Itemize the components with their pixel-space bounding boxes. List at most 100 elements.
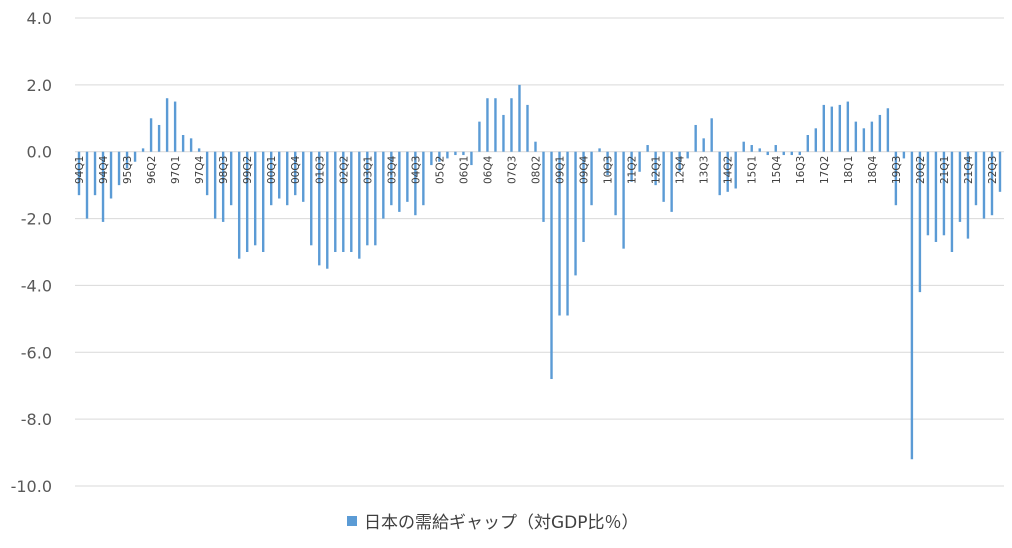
bar-19Q3 [894, 151, 898, 206]
x-tick-label: 22Q3 [987, 156, 999, 184]
bar-01Q3 [318, 151, 321, 266]
bar-11Q2 [630, 151, 633, 182]
bar-22Q2 [982, 151, 986, 219]
bar-06Q1 [462, 151, 465, 156]
x-tick-label: 97Q1 [170, 156, 182, 184]
bar-10Q3 [606, 151, 609, 176]
x-tick-label: 10Q3 [603, 156, 615, 184]
y-tick-label: -8.0 [21, 410, 52, 429]
x-tick-label: 19Q3 [891, 156, 903, 184]
bar-95Q1 [109, 151, 113, 199]
y-tick-label: 0.0 [27, 143, 52, 162]
bar-17Q4 [838, 104, 842, 152]
bar-16Q3 [798, 151, 801, 156]
bar-03Q4 [390, 151, 393, 206]
bar-95Q3 [125, 151, 129, 169]
x-tick-label: 95Q3 [122, 156, 134, 184]
y-tick-label: 2.0 [27, 76, 52, 95]
bar-13Q2 [694, 124, 697, 152]
bar-97Q3 [189, 138, 193, 152]
bar-05Q2 [438, 151, 441, 162]
bar-11Q3 [638, 151, 641, 172]
x-tick-label: 18Q4 [867, 155, 879, 184]
bar-14Q1 [718, 151, 721, 196]
bar-series [77, 84, 1002, 460]
bar-97Q2 [181, 135, 185, 152]
x-tick-label: 09Q4 [579, 155, 591, 184]
x-tick-label: 03Q4 [386, 155, 398, 184]
bar-04Q1 [398, 151, 401, 212]
x-tick-label: 99Q2 [242, 156, 254, 184]
bar-10Q4 [614, 151, 617, 216]
bar-99Q3 [253, 151, 257, 246]
legend: 日本の需給ギャップ（対GDP比％） [347, 513, 639, 533]
x-tick-label: 12Q1 [651, 156, 663, 184]
bar-96Q2 [149, 118, 153, 152]
x-tick-label: 00Q4 [290, 155, 302, 184]
x-tick-label: 17Q2 [819, 156, 831, 184]
bar-95Q4 [133, 151, 137, 162]
bar-21Q3 [958, 151, 962, 222]
x-tick-label: 18Q1 [843, 156, 855, 184]
x-tick-label: 98Q3 [218, 156, 230, 184]
x-tick-label: 14Q2 [723, 156, 735, 184]
bar-07Q1 [494, 98, 497, 152]
bar-21Q4 [966, 151, 970, 239]
bar-02Q3 [350, 151, 353, 252]
bar-07Q2 [502, 114, 505, 152]
x-tick-label: 15Q1 [747, 156, 759, 184]
x-axis-tick-labels: 94Q1 94Q4 95Q3 96Q2 97Q1 97Q4 98Q3 99Q2 00Q1 00Q4… [74, 155, 999, 184]
bar-06Q4 [486, 98, 489, 152]
bar-11Q4 [646, 145, 649, 152]
bar-21Q2 [950, 151, 954, 252]
x-tick-label: 06Q4 [482, 155, 494, 184]
bar-00Q1 [270, 151, 273, 206]
x-tick-label: 08Q2 [531, 156, 543, 184]
bar-97Q1 [173, 101, 177, 152]
bar-15Q1 [750, 145, 753, 152]
y-axis-tick-labels: 4.0 2.0 0.0 -2.0 -4.0 -6.0 -8.0 -10.0 [11, 9, 52, 496]
bar-00Q2 [278, 151, 281, 199]
bar-17Q3 [830, 106, 834, 152]
legend-label: 日本の需給ギャップ（対GDP比％） [364, 513, 639, 533]
bar-02Q4 [358, 151, 361, 259]
bar-11Q1 [622, 151, 625, 249]
bar-94Q1 [77, 151, 81, 196]
bar-03Q1 [366, 151, 369, 246]
bar-22Q3 [990, 151, 994, 216]
bar-12Q4 [678, 151, 681, 172]
bar-15Q2 [758, 148, 761, 152]
bar-09Q4 [582, 151, 585, 242]
bar-09Q1 [558, 151, 561, 316]
bar-96Q3 [157, 124, 161, 152]
bar-94Q4 [101, 151, 105, 222]
bar-13Q4 [710, 118, 713, 152]
bar-09Q2 [566, 151, 569, 316]
x-tick-label: 13Q3 [699, 156, 711, 184]
bar-04Q3 [414, 151, 417, 216]
bar-06Q3 [478, 121, 481, 152]
bar-21Q1 [942, 151, 946, 236]
bar-94Q2 [85, 151, 89, 219]
bar-04Q2 [406, 151, 409, 202]
bar-17Q2 [822, 104, 825, 152]
bar-08Q4 [550, 151, 553, 380]
bar-16Q4 [806, 135, 809, 152]
bar-95Q2 [117, 151, 121, 186]
bar-96Q1 [141, 148, 145, 152]
x-tick-label: 03Q1 [362, 156, 374, 184]
bar-98Q3 [221, 151, 225, 222]
bar-03Q3 [382, 151, 385, 219]
bar-08Q2 [534, 141, 537, 152]
bar-07Q4 [518, 84, 521, 152]
x-tick-label: 11Q2 [627, 156, 639, 184]
bar-16Q2 [790, 151, 793, 156]
x-tick-label: 01Q3 [314, 156, 326, 184]
y-tick-label: -4.0 [21, 276, 52, 295]
bar-18Q4 [870, 121, 874, 152]
bar-13Q3 [702, 138, 705, 152]
x-tick-label: 94Q1 [74, 156, 86, 184]
bar-00Q3 [286, 151, 289, 206]
bar-98Q1 [205, 151, 209, 196]
x-tick-label: 16Q3 [795, 156, 807, 184]
